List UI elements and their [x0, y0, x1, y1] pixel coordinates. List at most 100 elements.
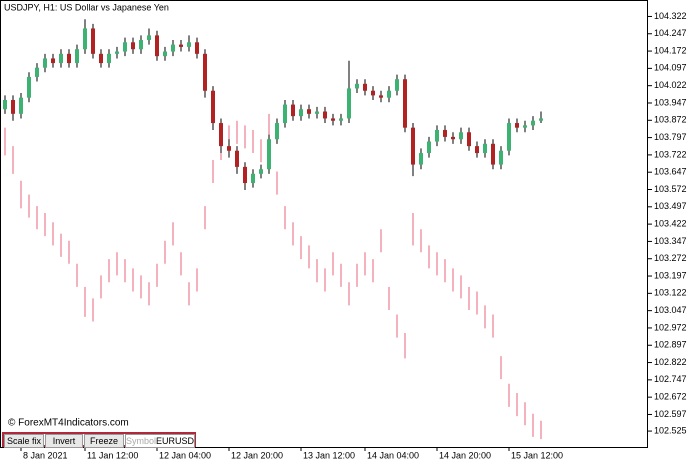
candle-body [163, 51, 167, 57]
candle-body [219, 123, 223, 147]
candle-body [307, 109, 311, 114]
y-tick-label: 103.722 [654, 149, 687, 159]
y-tick-label: 102.597 [654, 409, 687, 419]
candle-body [339, 118, 343, 121]
candle-body [171, 44, 175, 52]
plot-frame [0, 0, 648, 448]
y-tick-label: 103.347 [654, 236, 687, 246]
candle-body [459, 132, 463, 140]
candle-body [19, 97, 23, 114]
x-tick-label: 14 Jan 04:00 [367, 450, 419, 460]
x-tick-label: 8 Jan 2021 [23, 450, 68, 460]
candle-body [59, 53, 63, 64]
candle-body [147, 35, 151, 40]
x-tick-label: 12 Jan 20:00 [231, 450, 283, 460]
candle-body [3, 99, 7, 110]
y-tick-label: 102.525 [654, 425, 687, 435]
candle-body [419, 153, 423, 165]
candle-body [275, 123, 279, 140]
candle-body [443, 129, 447, 137]
candle-body [251, 173, 255, 184]
candle-body [107, 53, 111, 64]
candle-body [211, 90, 215, 124]
y-tick-label: 103.122 [654, 288, 687, 298]
symbol-placeholder: Symbol [126, 436, 157, 446]
candle-body [475, 146, 479, 154]
candle-body [435, 129, 439, 142]
candle-body [379, 95, 383, 98]
candle-body [363, 83, 367, 91]
candle-body [195, 42, 199, 54]
candle-body [499, 150, 503, 165]
y-tick-label: 104.172 [654, 45, 687, 55]
y-tick-label: 103.797 [654, 132, 687, 142]
candle-body [123, 42, 127, 52]
y-tick-label: 103.422 [654, 218, 687, 228]
candle-body [531, 120, 535, 126]
candle-body [115, 51, 119, 54]
candle-body [267, 139, 271, 170]
y-tick-label: 104.022 [654, 80, 687, 90]
candle-body [227, 146, 231, 151]
candle-body [507, 123, 511, 151]
candle-body [315, 111, 319, 114]
y-tick-label: 104.247 [654, 28, 687, 38]
candle-body [11, 99, 15, 114]
candle-body [347, 88, 351, 119]
candle-body [491, 143, 495, 165]
y-tick-label: 102.672 [654, 392, 687, 402]
candle-body [539, 118, 543, 121]
y-tick-label: 102.747 [654, 374, 687, 384]
candle-body [75, 49, 79, 64]
candle-body [91, 28, 95, 54]
y-tick-label: 102.897 [654, 340, 687, 350]
y-tick-label: 103.047 [654, 305, 687, 315]
candle-body [515, 123, 519, 128]
y-tick-label: 102.972 [654, 322, 687, 332]
candle-body [427, 141, 431, 154]
symbol-input[interactable]: SymbolEURUSD [125, 434, 195, 448]
x-tick-label: 14 Jan 20:00 [439, 450, 491, 460]
candle-body [51, 58, 55, 64]
candle-body [155, 35, 159, 57]
candle-body [131, 42, 135, 50]
candle-body [467, 132, 471, 147]
invert-button[interactable]: Invert [45, 434, 83, 448]
candle-body [27, 76, 31, 98]
y-tick-label: 103.572 [654, 184, 687, 194]
y-tick-label: 103.947 [654, 97, 687, 107]
candle-body [395, 79, 399, 91]
candle-body [523, 125, 527, 128]
candle-body [187, 42, 191, 47]
candle-body [403, 79, 407, 128]
candle-body [451, 136, 455, 140]
y-tick-label: 103.872 [654, 115, 687, 125]
y-tick-label: 103.197 [654, 270, 687, 280]
x-tick-label: 13 Jan 12:00 [303, 450, 355, 460]
candle-body [323, 111, 327, 119]
candle-body [243, 166, 247, 184]
x-tick-label: 15 Jan 12:00 [511, 450, 563, 460]
y-tick-label: 103.272 [654, 253, 687, 263]
candle-body [291, 104, 295, 117]
candle-body [83, 28, 87, 50]
freeze-button[interactable]: Freeze [84, 434, 124, 448]
chart-title: USDJPY, H1: US Dollar vs Japanese Yen [4, 2, 169, 12]
watermark: © ForexMT4Indicators.com [8, 418, 129, 429]
symbol-value: EURUSD [156, 436, 195, 446]
x-tick-label: 11 Jan 12:00 [87, 450, 138, 460]
scale-fix-button[interactable]: Scale fix [4, 434, 44, 448]
candle-body [179, 44, 183, 47]
candle-body [355, 83, 359, 89]
candle-body [99, 53, 103, 64]
candle-body [371, 90, 375, 96]
y-tick-label: 102.822 [654, 357, 687, 367]
y-tick-label: 104.097 [654, 63, 687, 73]
y-tick-label: 103.647 [654, 167, 687, 177]
candle-body [67, 53, 71, 64]
candle-body [259, 169, 263, 174]
candle-body [483, 143, 487, 154]
candle-body [299, 109, 303, 117]
